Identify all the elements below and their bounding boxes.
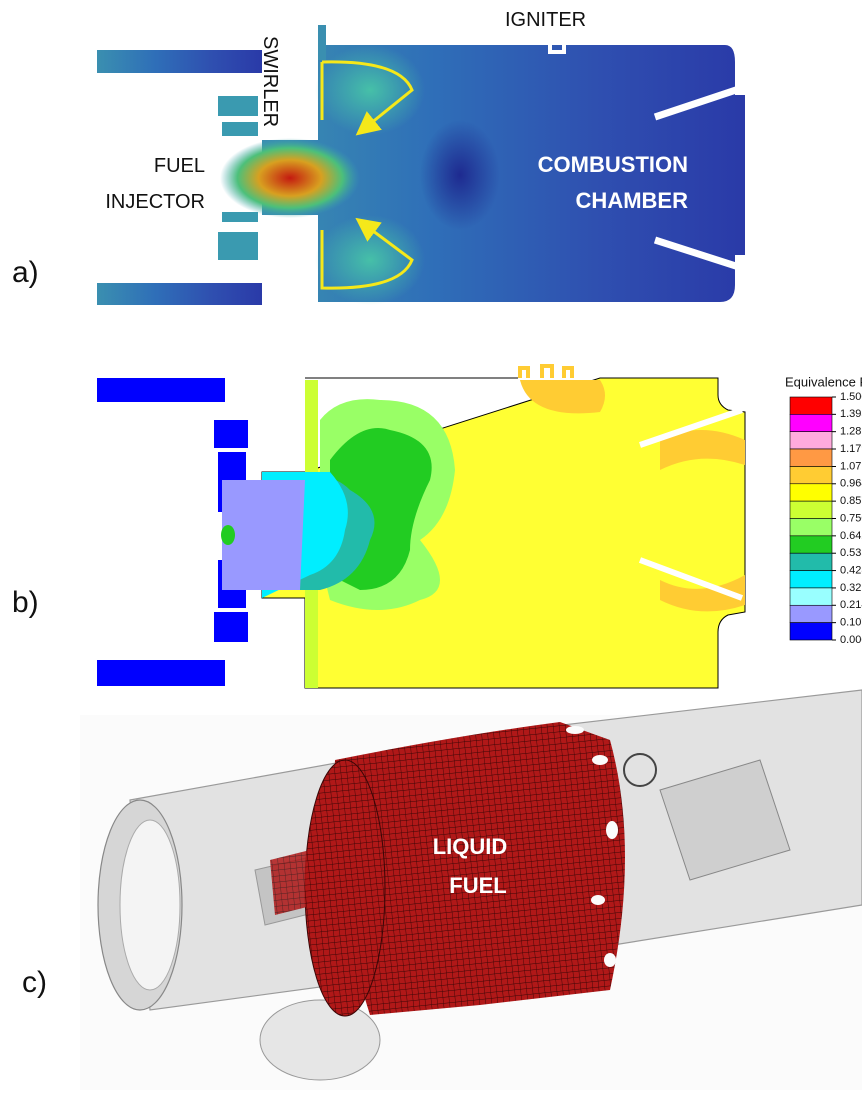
- colorbar-swatch: [790, 536, 832, 553]
- colorbar-tick-label: 0.3214: [840, 582, 862, 594]
- page-body: IGNITER SWIRLER FUEL INJECTOR COMBUSTION…: [0, 0, 862, 1094]
- vane: [218, 232, 258, 260]
- contour: [221, 525, 235, 545]
- colorbar-swatch: [790, 432, 832, 449]
- colorbar-tick-label: 1.393: [840, 408, 862, 420]
- colorbar-swatch: [790, 571, 832, 588]
- colorbar-tick-label: 0.7500: [840, 512, 862, 524]
- vane: [214, 420, 248, 448]
- colorbar-tick-label: 0.5357: [840, 547, 862, 559]
- figure: IGNITER SWIRLER FUEL INJECTOR COMBUSTION…: [0, 0, 862, 1094]
- colorbar-swatch: [790, 414, 832, 431]
- colorbar-swatch: [790, 605, 832, 622]
- inlet-wall: [97, 283, 262, 305]
- colorbar-swatch: [790, 501, 832, 518]
- colorbar-tick-label: 1.286: [840, 426, 862, 438]
- vane: [218, 96, 258, 116]
- hole: [566, 726, 584, 734]
- colorbar-swatch: [790, 484, 832, 501]
- inlet-wall: [97, 378, 225, 402]
- colorbar: Equivalence Ratio 1.500 1.393 1.286 1.179 1.…: [785, 374, 862, 645]
- annotation: INJECTOR: [105, 191, 205, 213]
- panel-b: Equivalence Ratio 1.500 1.393 1.286 1.179 1.…: [12, 366, 862, 688]
- colorbar-swatch: [790, 519, 832, 536]
- colorbar-tick-label: 0.4286: [840, 564, 862, 576]
- inlet-wall: [97, 660, 225, 686]
- annotation: COMBUSTION: [538, 152, 688, 177]
- annotation: SWIRLER: [259, 36, 281, 127]
- inlet-pipe: [260, 1000, 380, 1080]
- colorbar-tick-label: 1.500: [840, 391, 862, 403]
- colorbar-swatch: [790, 623, 832, 640]
- colorbar-tick-label: 0.8571: [840, 495, 862, 507]
- hot-jet: [220, 138, 360, 218]
- annotation: IGNITER: [505, 9, 586, 31]
- hole: [592, 755, 608, 765]
- hole: [604, 953, 616, 967]
- core: [420, 120, 500, 230]
- casing-bore: [120, 820, 180, 990]
- colorbar-tick-label: 0.2143: [840, 599, 862, 611]
- colorbar-tick-label: 0.9643: [840, 478, 862, 490]
- colorbar-swatch: [790, 466, 832, 483]
- colorbar-tick-label: 1.071: [840, 460, 862, 472]
- colorbar-swatch: [790, 588, 832, 605]
- colorbar-tick-label: 1.179: [840, 443, 862, 455]
- vane: [222, 122, 258, 136]
- hole: [606, 821, 618, 839]
- colorbar-tick-label: 0.000: [840, 634, 862, 646]
- vane: [222, 212, 258, 222]
- igniter-port: [520, 366, 572, 378]
- colorbar-title: Equivalence Ratio: [785, 374, 862, 389]
- panel-label: a): [12, 256, 39, 289]
- colorbar-swatch: [790, 397, 832, 414]
- recirculation: [315, 45, 425, 135]
- colorbar-tick-label: 0.6429: [840, 530, 862, 542]
- panel-c: LIQUID FUEL c): [22, 690, 862, 1090]
- panel-label: b): [12, 586, 39, 619]
- colorbar-swatch: [790, 553, 832, 570]
- annotation: LIQUID: [433, 834, 508, 859]
- annotation: FUEL: [154, 155, 205, 177]
- vane: [214, 612, 248, 642]
- panel-label: c): [22, 966, 47, 999]
- colorbar-swatch: [790, 449, 832, 466]
- inlet-wall: [97, 50, 262, 73]
- panel-a: IGNITER SWIRLER FUEL INJECTOR COMBUSTION…: [12, 9, 745, 305]
- page: Combustor figure {"panels": [ {"label": …: [0, 0, 862, 1094]
- colorbar-tick-label: 0.1071: [840, 617, 862, 629]
- annotation: CHAMBER: [576, 188, 689, 213]
- annotation: FUEL: [449, 873, 506, 898]
- hole: [591, 895, 605, 905]
